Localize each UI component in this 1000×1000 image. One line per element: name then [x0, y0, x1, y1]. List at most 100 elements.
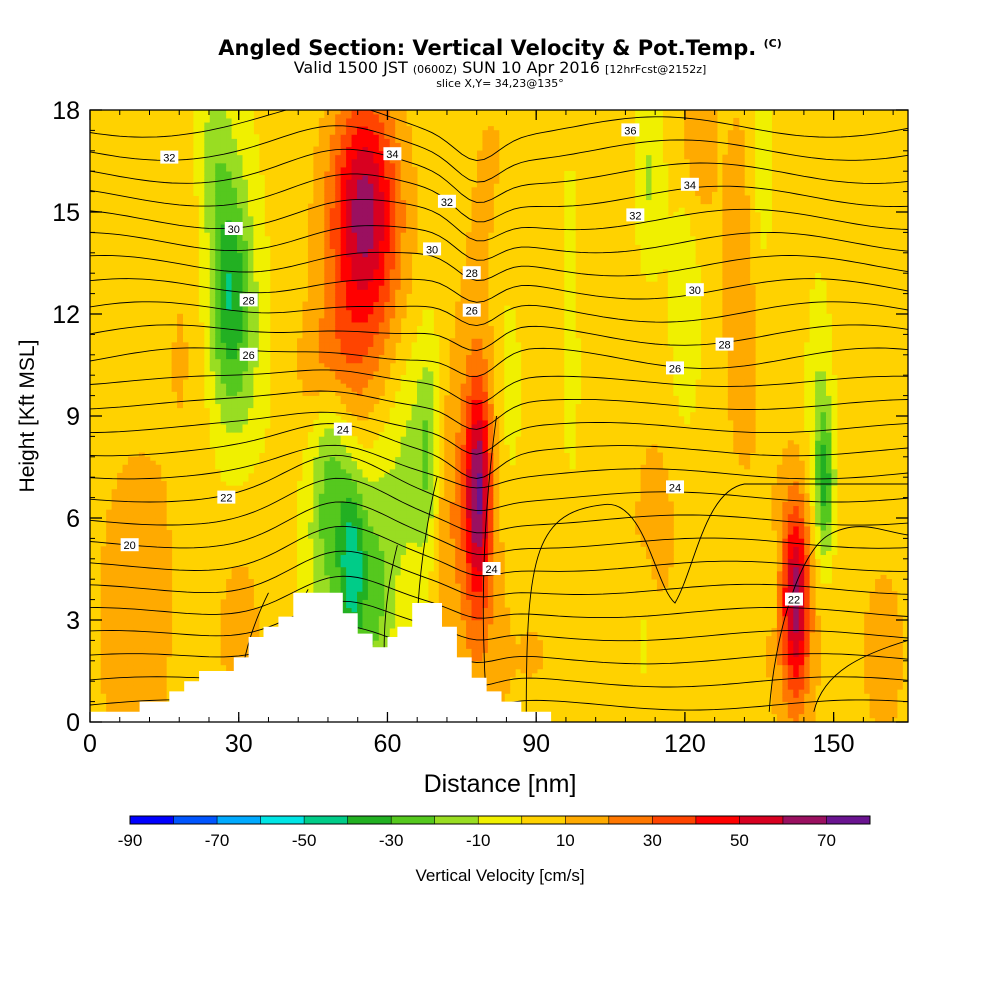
- velocity-cell: [149, 652, 156, 658]
- velocity-cell: [373, 138, 380, 143]
- velocity-cell: [264, 240, 271, 245]
- velocity-cell: [215, 428, 222, 433]
- velocity-cell: [111, 534, 118, 539]
- velocity-cell: [324, 370, 331, 376]
- velocity-cell: [357, 350, 363, 356]
- velocity-cell: [313, 158, 320, 164]
- velocity-cell: [149, 632, 156, 637]
- velocity-cell: [378, 326, 385, 331]
- velocity-cell: [182, 362, 189, 368]
- velocity-cell: [220, 252, 227, 258]
- velocity-cell: [389, 456, 396, 462]
- velocity-cell: [226, 370, 233, 376]
- velocity-cell: [395, 334, 402, 339]
- velocity-cell: [215, 313, 222, 319]
- velocity-cell: [231, 342, 238, 347]
- velocity-cell: [373, 550, 380, 556]
- velocity-cell: [127, 485, 134, 490]
- velocity-cell: [351, 358, 358, 364]
- velocity-cell: [378, 211, 385, 217]
- velocity-cell: [318, 117, 325, 123]
- velocity-cell: [231, 110, 238, 115]
- velocity-cell: [417, 338, 423, 343]
- velocity-cell: [307, 244, 314, 250]
- velocity-cell: [106, 652, 113, 658]
- velocity-cell: [373, 252, 380, 258]
- velocity-cell: [335, 154, 342, 160]
- velocity-cell: [324, 252, 331, 258]
- velocity-cell: [367, 338, 374, 343]
- velocity-cell: [111, 672, 118, 678]
- velocity-cell: [411, 362, 418, 368]
- velocity-cell: [166, 566, 173, 572]
- velocity-cell: [231, 603, 238, 609]
- velocity-cell: [400, 126, 407, 131]
- velocity-cell: [417, 542, 423, 547]
- velocity-cell: [209, 126, 216, 131]
- velocity-cell: [373, 289, 380, 294]
- velocity-cell: [237, 570, 243, 576]
- velocity-cell: [362, 232, 369, 237]
- velocity-cell: [400, 603, 407, 609]
- velocity-cell: [313, 293, 320, 298]
- velocity-cell: [357, 134, 363, 139]
- velocity-cell: [389, 579, 396, 584]
- velocity-cell: [204, 179, 211, 184]
- velocity-cell: [346, 517, 353, 523]
- velocity-cell: [220, 379, 227, 384]
- velocity-cell: [307, 236, 314, 241]
- velocity-cell: [307, 570, 314, 576]
- velocity-cell: [149, 517, 156, 523]
- velocity-cell: [422, 562, 429, 568]
- velocity-cell: [346, 440, 353, 445]
- velocity-cell: [357, 534, 363, 539]
- velocity-cell: [111, 493, 118, 498]
- velocity-cell: [237, 644, 243, 649]
- velocity-cell: [351, 350, 358, 356]
- velocity-cell: [258, 321, 265, 327]
- velocity-cell: [362, 550, 369, 556]
- velocity-cell: [220, 130, 227, 135]
- velocity-cell: [318, 583, 325, 588]
- velocity-cell: [351, 244, 358, 250]
- velocity-cell: [406, 158, 413, 164]
- velocity-cell: [351, 477, 358, 482]
- velocity-cell: [242, 285, 249, 290]
- velocity-cell: [329, 219, 336, 225]
- velocity-cell: [373, 183, 380, 188]
- velocity-cell: [133, 517, 140, 523]
- velocity-cell: [340, 456, 347, 462]
- velocity-cell: [302, 366, 309, 372]
- velocity-cell: [400, 623, 407, 629]
- velocity-cell: [226, 599, 233, 604]
- velocity-cell: [204, 330, 211, 335]
- velocity-cell: [166, 574, 173, 580]
- velocity-cell: [297, 574, 303, 580]
- velocity-cell: [253, 448, 260, 454]
- velocity-cell: [346, 472, 353, 478]
- velocity-cell: [422, 350, 429, 356]
- velocity-cell: [220, 395, 227, 400]
- velocity-cell: [335, 362, 342, 368]
- velocity-cell: [133, 513, 140, 519]
- velocity-cell: [253, 321, 260, 327]
- velocity-cell: [351, 579, 358, 584]
- velocity-cell: [367, 391, 374, 396]
- velocity-cell: [346, 240, 353, 245]
- velocity-cell: [242, 187, 249, 192]
- velocity-cell: [373, 342, 380, 347]
- velocity-cell: [253, 379, 260, 384]
- velocity-cell: [253, 615, 260, 621]
- velocity-cell: [226, 423, 233, 429]
- velocity-cell: [362, 358, 369, 364]
- velocity-cell: [373, 375, 380, 380]
- velocity-cell: [307, 342, 314, 347]
- velocity-cell: [237, 211, 243, 217]
- velocity-cell: [302, 530, 309, 535]
- velocity-cell: [324, 587, 331, 592]
- velocity-cell: [340, 513, 347, 519]
- velocity-cell: [198, 183, 205, 188]
- velocity-cell: [367, 493, 374, 498]
- velocity-cell: [335, 232, 342, 237]
- velocity-cell: [247, 313, 254, 319]
